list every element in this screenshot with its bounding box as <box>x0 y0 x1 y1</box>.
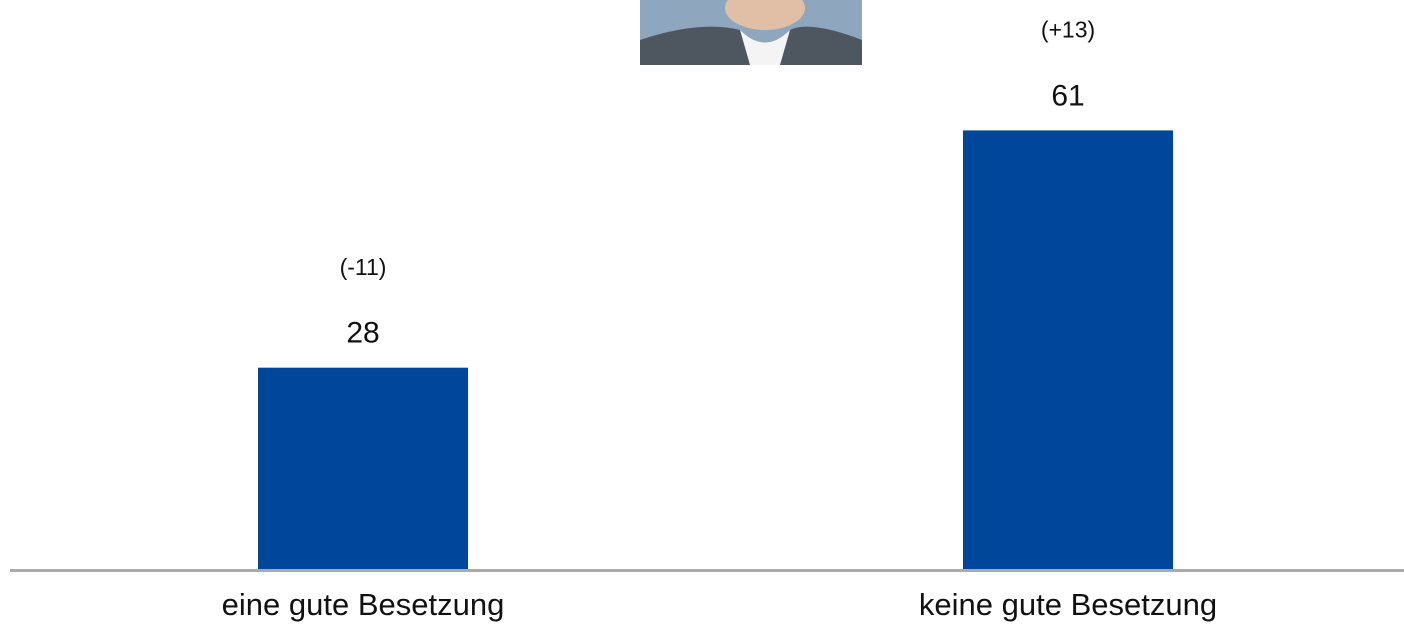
change-label: (+13) <box>1041 16 1095 42</box>
bar <box>963 130 1173 569</box>
change-label: (-11) <box>340 254 387 280</box>
value-label: 28 <box>346 317 379 350</box>
x-tick-label: keine gute Besetzung <box>919 587 1217 622</box>
portrait-photo <box>640 0 862 66</box>
value-label: 61 <box>1051 79 1084 112</box>
bar <box>258 367 468 569</box>
x-tick-label: eine gute Besetzung <box>222 587 505 622</box>
